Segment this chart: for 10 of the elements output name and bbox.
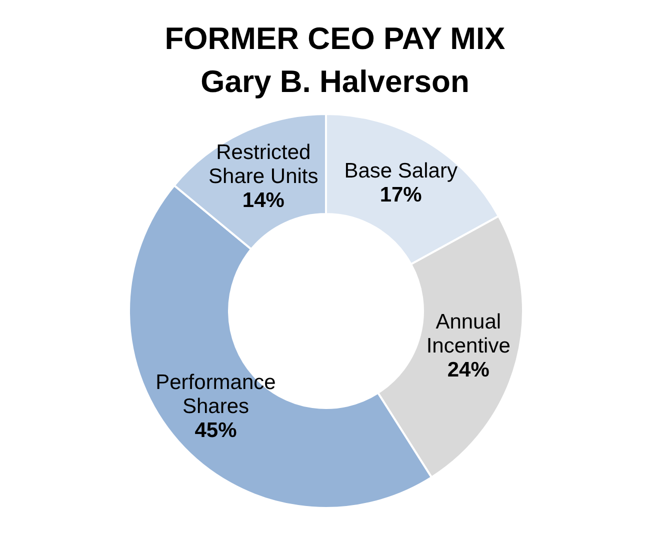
data-label: 14% xyxy=(242,188,285,212)
data-label: 17% xyxy=(380,183,422,206)
slice-label: Restricted Share Units xyxy=(208,140,318,188)
chart-subtitle: Gary B. Halverson xyxy=(200,64,470,99)
slice-label: Base Salary xyxy=(344,159,458,182)
slice-label: Performance Shares xyxy=(156,371,276,418)
data-label: 24% xyxy=(447,358,490,382)
slice-label: Annual Incentive xyxy=(426,310,510,358)
data-label: 45% xyxy=(194,419,238,442)
chart-title: FORMER CEO PAY MIX xyxy=(164,21,506,56)
